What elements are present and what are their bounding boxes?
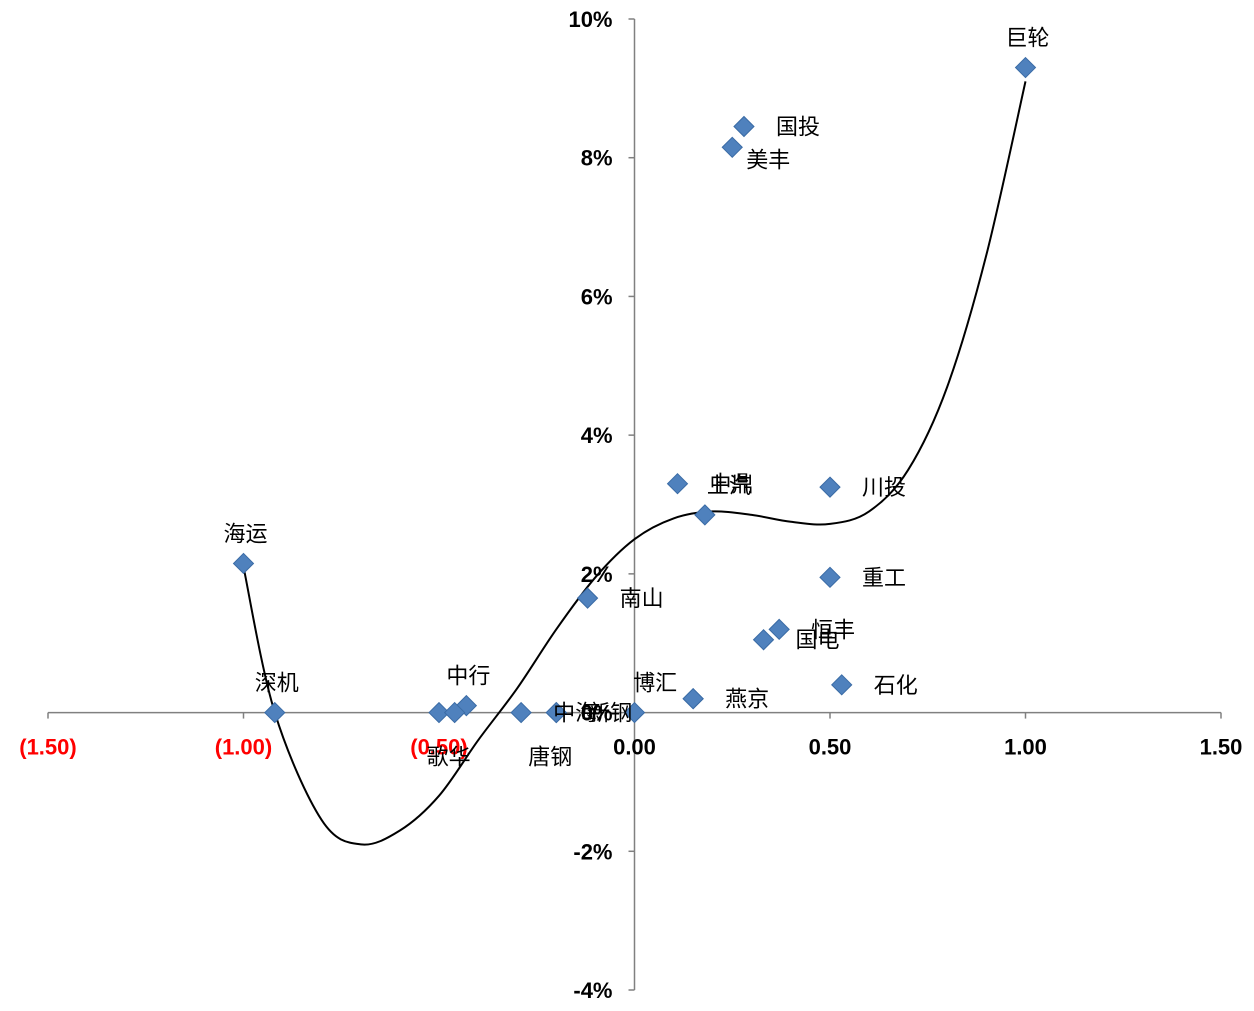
data-point bbox=[831, 674, 853, 696]
y-tick-label: -2% bbox=[573, 839, 612, 864]
y-tick-label: 8% bbox=[581, 146, 613, 171]
data-point bbox=[1014, 56, 1037, 79]
point-label: 国电 bbox=[796, 629, 840, 654]
point-label: 石化 bbox=[874, 674, 918, 699]
data-point bbox=[819, 476, 841, 498]
point-label: 唐钢 bbox=[528, 746, 572, 771]
x-tick-label: 0.00 bbox=[613, 735, 656, 760]
data-point bbox=[576, 587, 599, 609]
point-label: 中行 bbox=[446, 665, 490, 690]
data-point bbox=[682, 687, 704, 710]
data-point bbox=[666, 472, 689, 495]
point-label: 深机 bbox=[255, 672, 299, 697]
data-point bbox=[752, 629, 775, 651]
data-point bbox=[443, 701, 466, 724]
point-label: 歌华 bbox=[427, 746, 471, 771]
data-point bbox=[694, 504, 716, 526]
data-point bbox=[819, 566, 841, 589]
x-tick-label: (0.50) bbox=[410, 735, 467, 760]
data-point bbox=[510, 701, 532, 724]
axes: (1.50) (1.00) (0.50) 0.00 0.50 1.00 1.50 10% 8% 6… bbox=[19, 7, 1242, 1003]
point-label: 国投 bbox=[776, 116, 820, 141]
data-point bbox=[455, 694, 478, 717]
point-label: 巨轮 bbox=[1005, 27, 1049, 52]
point-label: 燕京 bbox=[725, 688, 769, 713]
data-point bbox=[545, 701, 568, 724]
x-tick-label: (1.50) bbox=[19, 735, 76, 760]
x-tick-label: 0.50 bbox=[809, 735, 852, 760]
y-tick-label: 10% bbox=[568, 7, 612, 32]
point-label: 新钢 bbox=[588, 702, 632, 727]
y-tick-label: 2% bbox=[581, 562, 613, 587]
point-label: 中海 bbox=[553, 702, 597, 727]
data-point bbox=[428, 701, 450, 724]
point-label: 恒丰 bbox=[811, 618, 855, 643]
points-layer bbox=[232, 56, 1037, 724]
point-label: 重工 bbox=[862, 566, 906, 591]
y-tick-label: 6% bbox=[581, 284, 613, 309]
trendline bbox=[242, 81, 1027, 846]
data-point bbox=[264, 701, 286, 724]
trendline-layer bbox=[242, 81, 1027, 846]
y-tick-label: 0% bbox=[581, 701, 613, 726]
point-label: 中鼎 bbox=[710, 473, 754, 498]
point-label: 美丰 bbox=[746, 148, 790, 173]
x-tick-label: 1.00 bbox=[1004, 735, 1047, 760]
point-label: 川投 bbox=[862, 476, 906, 501]
point-label: 南山 bbox=[620, 587, 664, 612]
data-point bbox=[721, 136, 743, 159]
data-point bbox=[232, 552, 255, 575]
point-label: 海运 bbox=[223, 522, 267, 547]
x-tick-label: (1.00) bbox=[215, 735, 272, 760]
y-tick-label: 4% bbox=[581, 423, 613, 448]
y-tick-label: -4% bbox=[573, 978, 612, 1003]
data-point bbox=[623, 701, 646, 724]
data-point bbox=[768, 618, 790, 641]
point-label: 上汽 bbox=[707, 474, 751, 499]
data-point bbox=[733, 115, 755, 138]
x-tick-label: 1.50 bbox=[1200, 735, 1243, 760]
point-label: 博汇 bbox=[633, 672, 677, 697]
